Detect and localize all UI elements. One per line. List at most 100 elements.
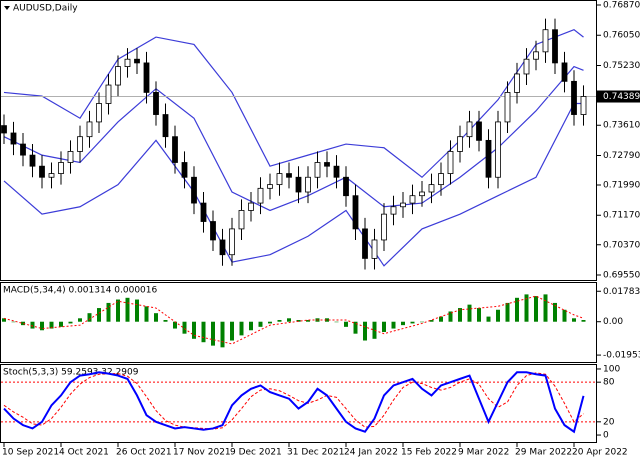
y-tick-label: 20 [603,417,615,427]
macd-bar [363,321,367,341]
macd-bar [173,321,177,329]
candle-body [162,114,169,138]
candle-body [400,202,406,208]
macd-bar [524,294,529,322]
current-price-label: 0.74389 [603,92,640,102]
macd-bar [230,321,234,341]
candle-body [153,92,159,115]
macd-bar [515,297,519,322]
candle-body [561,62,568,82]
candle-body [10,132,17,145]
menu-arrow [4,6,10,10]
macd-bar [182,321,187,334]
candle-body [210,221,216,241]
bollinger-band [3,29,584,179]
candle-body [20,143,26,156]
macd-bar [97,308,101,322]
macd-bar [562,309,567,322]
macd-bar [344,321,348,327]
y-tick-label: -0.019538 [603,351,640,361]
macd-bar [135,299,139,322]
candle-body [181,162,188,178]
macd-bar [163,320,168,322]
candle-body [96,103,102,123]
macd-bar [534,296,538,322]
macd-bar [467,304,472,322]
macd-panel [0,282,597,363]
candle-body [324,162,330,167]
macd-bar [59,321,63,327]
macd-bar [287,318,291,322]
macd-bar [420,321,424,323]
macd-bar [249,321,253,331]
y-tick-label: 0.75230 [603,61,640,71]
candle-body [267,184,273,189]
x-tick-label: 9 Mar 2022 [458,448,509,457]
y-tick-label: 0.76050 [603,31,640,41]
candle-body [219,239,226,256]
candle-body [523,58,530,75]
candle-body [343,176,349,197]
macd-bar [401,321,405,326]
macd-bar [572,318,576,322]
macd-bar [144,306,149,322]
candle-body [29,154,36,167]
macd-bar [382,321,386,332]
macd-bar [154,313,158,322]
macd-bar [306,320,310,322]
candle-body [58,162,64,174]
candle-body [333,165,340,178]
y-tick-label: 0.71990 [603,181,640,191]
y-tick-label: 0 [603,431,609,441]
macd-bar [49,321,54,329]
macd-bar [30,321,35,329]
x-tick-label: 31 Dec 2021 [287,448,345,457]
macd-bar [581,320,586,322]
macd-bar [391,321,396,329]
macd-signal [3,295,584,345]
candle-body [447,151,454,174]
candle-body [485,139,492,178]
y-tick-label: 0.71170 [603,211,640,221]
candle-body [48,173,55,178]
macd-bar [116,299,120,322]
macd-bar [258,321,263,327]
x-tick-label: 17 Nov 2021 [173,448,231,457]
macd-bar [201,321,206,343]
macd-bar [353,321,358,334]
candle-body [77,136,83,152]
macd-bar [505,302,510,322]
candle-body [542,29,549,53]
macd-bar [372,321,377,339]
macd-bar [543,294,548,322]
macd-bar [334,321,339,323]
candle-body [248,202,254,211]
candle-body [438,173,444,186]
candle-body [39,165,45,178]
candle-body [305,176,311,193]
candle-body [124,58,131,67]
x-tick-label: 26 Oct 2021 [116,448,172,457]
macd-bar [11,321,16,323]
candle-body [115,66,121,86]
candle-body [419,191,425,197]
macd-bar [21,321,25,326]
candle-body [286,173,292,178]
candle-body [352,195,359,230]
macd-bar [429,320,434,322]
stoch-signal [3,372,584,430]
candle-body [552,29,558,64]
y-tick-label: 100 [603,364,620,374]
candle-body [229,228,235,256]
candle-body [533,51,539,60]
candle-body [191,176,197,204]
macd-bar [106,302,111,322]
macd-bar [192,321,196,339]
candle-body [457,136,463,152]
macd-bar [325,318,329,322]
macd-bar [87,313,92,322]
candle-body [238,210,245,230]
candle-body [257,187,264,204]
